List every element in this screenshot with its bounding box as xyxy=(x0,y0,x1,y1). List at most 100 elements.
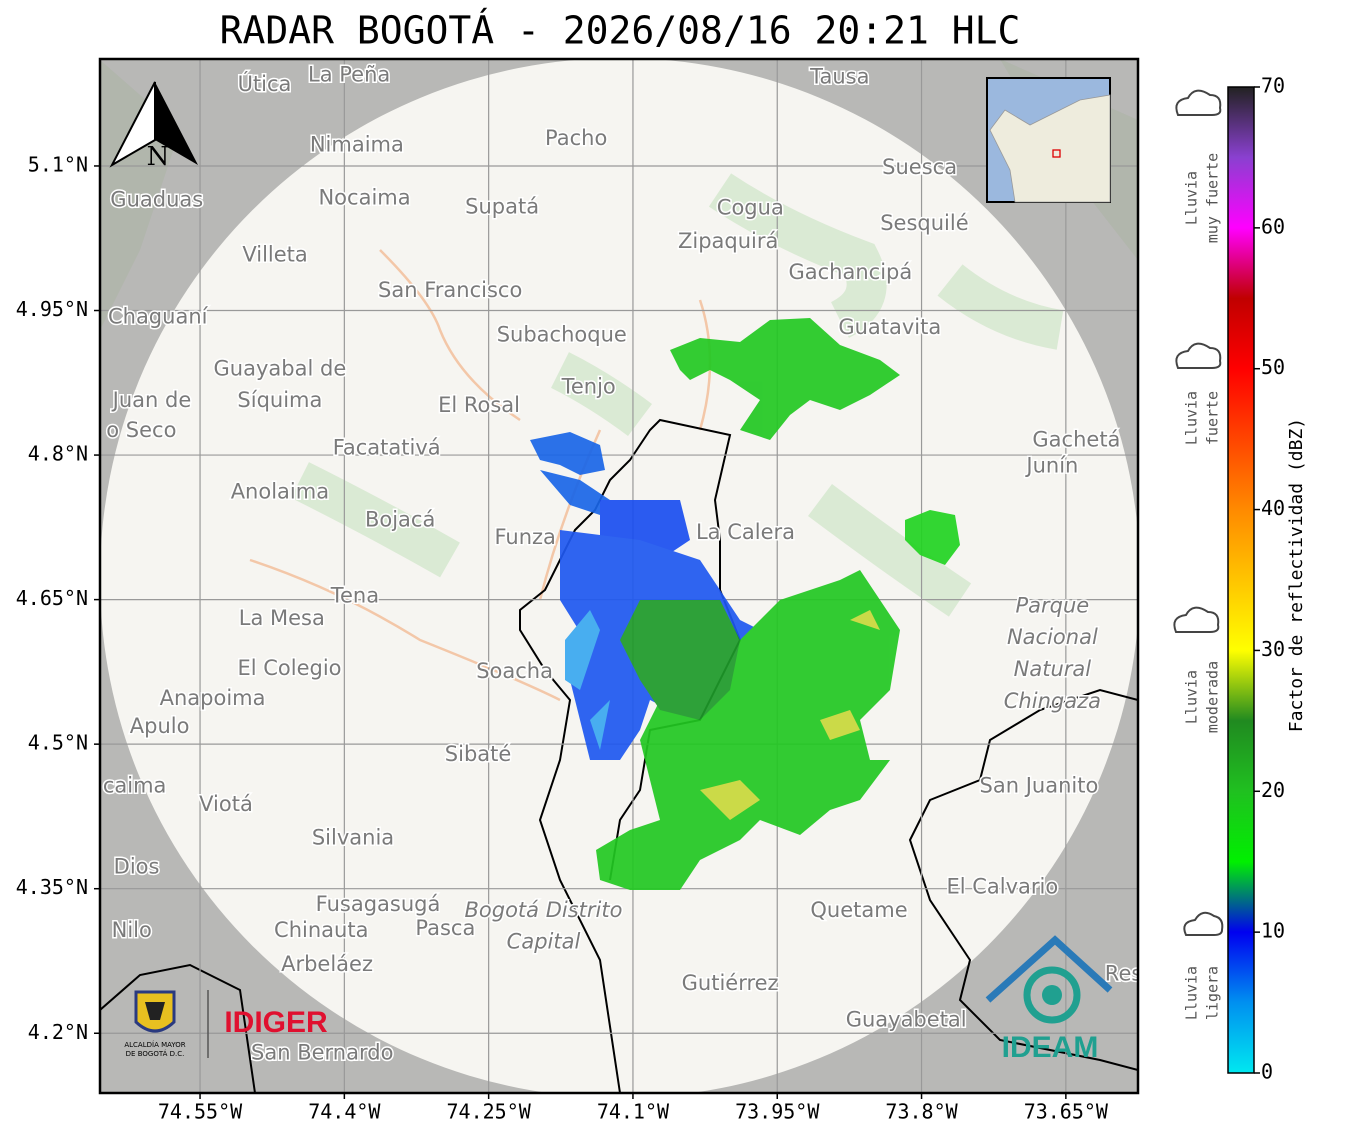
place-label: Guayabetal xyxy=(846,1008,967,1032)
colorbar-tick-label: 20 xyxy=(1261,778,1285,802)
place-label: Anolaima xyxy=(231,480,329,504)
place-label: El Colegio xyxy=(237,656,341,680)
place-labels: Útica La Peña Tausa Pacho Nimaima Guaduas Noca… xyxy=(101,61,1143,1066)
place-label: Fusagasugá xyxy=(316,892,441,916)
logo-text: DE BOGOTÁ D.C. xyxy=(126,1049,185,1058)
place-label: San Bernardo xyxy=(251,1040,393,1064)
place-label: Parque xyxy=(1016,593,1090,617)
place-label: Soacha xyxy=(476,659,553,683)
place-label: o Seco xyxy=(106,418,176,442)
place-label: Tausa xyxy=(809,64,869,88)
place-label: Facatativá xyxy=(333,435,441,459)
place-label: Sibaté xyxy=(445,742,512,766)
x-tick-label: 73.8°W xyxy=(885,1100,958,1124)
logo-text: IDEAM xyxy=(1002,1031,1099,1064)
place-label: Chingaza xyxy=(1004,689,1101,713)
y-tick-label: 4.35°N xyxy=(16,875,88,899)
place-label: Nimaima xyxy=(310,133,404,157)
x-tick-label: 74.55°W xyxy=(158,1100,243,1124)
place-label: Pacho xyxy=(545,126,607,150)
place-label: Funza xyxy=(494,525,555,549)
y-tick-label: 4.95°N xyxy=(16,297,88,321)
place-label: Nilo xyxy=(112,918,152,942)
place-label: Quetame xyxy=(810,898,907,922)
ideam-logo: IDEAM xyxy=(985,935,1113,1064)
place-label: Anapoima xyxy=(160,686,266,710)
colorbar-tick-label: 10 xyxy=(1261,919,1285,943)
place-label: Junín xyxy=(1024,454,1078,478)
place-label: Villeta xyxy=(242,243,307,267)
place-label: Res xyxy=(1105,961,1143,985)
place-label: Gutiérrez xyxy=(682,971,779,995)
roads xyxy=(249,249,712,702)
north-label: N xyxy=(147,142,170,172)
x-tick-label: 74.25°W xyxy=(447,1100,532,1124)
north-arrow: N xyxy=(109,81,198,172)
place-label: Nacional xyxy=(1007,625,1098,649)
place-label: Guatavita xyxy=(838,315,941,339)
place-label: Nocaima xyxy=(318,186,410,210)
place-label: Bogotá Distrito xyxy=(465,898,623,922)
logo-text: IDIGER xyxy=(224,1006,328,1039)
grid xyxy=(100,59,1138,1093)
place-label: Supatá xyxy=(465,194,539,218)
place-label: La Peña xyxy=(308,62,390,86)
place-label: Tenjo xyxy=(561,375,616,399)
place-label: Arbeláez xyxy=(281,952,373,976)
plot-frame xyxy=(98,57,1140,1095)
legend-label: Lluvia xyxy=(1183,966,1201,1020)
logo-text: ALCALDÍA MAYOR xyxy=(124,1040,185,1049)
place-label: San Juanito xyxy=(980,774,1099,798)
colorbar xyxy=(1227,86,1255,1074)
vegetation xyxy=(291,173,1064,617)
colorbar-tick-label: 30 xyxy=(1261,637,1285,661)
x-tick-label: 74.4°W xyxy=(308,1100,381,1124)
x-tick-label: 74.1°W xyxy=(597,1100,670,1124)
place-label: Tena xyxy=(330,584,379,608)
colorbar-tick-label: 40 xyxy=(1261,496,1285,520)
place-label: La Calera xyxy=(696,520,795,544)
place-label: Zipaquirá xyxy=(678,229,778,253)
place-label: San Francisco xyxy=(378,278,522,302)
legend-label: Lluvia xyxy=(1183,670,1201,724)
map: Útica La Peña Tausa Pacho Nimaima Guaduas Noca… xyxy=(100,59,1143,1093)
y-tick-label: 5.1°N xyxy=(28,152,88,176)
place-label: Chinauta xyxy=(274,918,368,942)
y-tick-label: 4.8°N xyxy=(28,442,88,466)
place-label: Dios xyxy=(114,855,160,879)
place-label: caima xyxy=(103,774,167,798)
legend-label: moderada xyxy=(1204,661,1222,733)
y-tick-label: 4.65°N xyxy=(16,586,88,610)
colorbar-tick-label: 70 xyxy=(1261,74,1285,98)
place-label: Gachetá xyxy=(1032,428,1120,452)
title: RADAR BOGOTÁ - 2026/08/16 20:21 HLC xyxy=(220,9,1021,53)
place-label: Pasca xyxy=(415,916,475,940)
place-label: Sesquilé xyxy=(880,211,968,235)
place-label: El Calvario xyxy=(946,875,1058,899)
colorbar-tick-label: 0 xyxy=(1261,1060,1273,1084)
y-tick-label: 4.2°N xyxy=(28,1020,88,1044)
legend-label: ligera xyxy=(1204,966,1222,1020)
y-tick-label: 4.5°N xyxy=(28,731,88,755)
alcaldia-logo: ALCALDÍA MAYOR DE BOGOTÁ D.C. IDIGER xyxy=(124,990,328,1058)
x-tick-label: 73.65°W xyxy=(1024,1100,1109,1124)
inset-map xyxy=(986,77,1111,203)
place-label: Subachoque xyxy=(497,323,627,347)
place-label: Síquima xyxy=(237,388,322,412)
x-tick-label: 73.95°W xyxy=(735,1100,820,1124)
place-label: Suesca xyxy=(882,155,957,179)
rain-icons xyxy=(1173,89,1224,936)
place-label: Juan de xyxy=(111,388,192,412)
radar-echoes xyxy=(530,318,960,890)
place-label: Chaguaní xyxy=(108,304,209,328)
place-label: Guaduas xyxy=(110,188,203,212)
place-label: Natural xyxy=(1014,657,1092,681)
legend-label: Lluvia xyxy=(1183,171,1201,225)
legend-label: fuerte xyxy=(1204,391,1222,445)
place-label: Viotá xyxy=(199,792,253,816)
place-label: Útica xyxy=(238,71,292,96)
colorbar-tick-label: 50 xyxy=(1261,355,1285,379)
place-label: Capital xyxy=(507,930,581,954)
colorbar-label: Factor de reflectividad (dBZ) xyxy=(1286,418,1307,732)
